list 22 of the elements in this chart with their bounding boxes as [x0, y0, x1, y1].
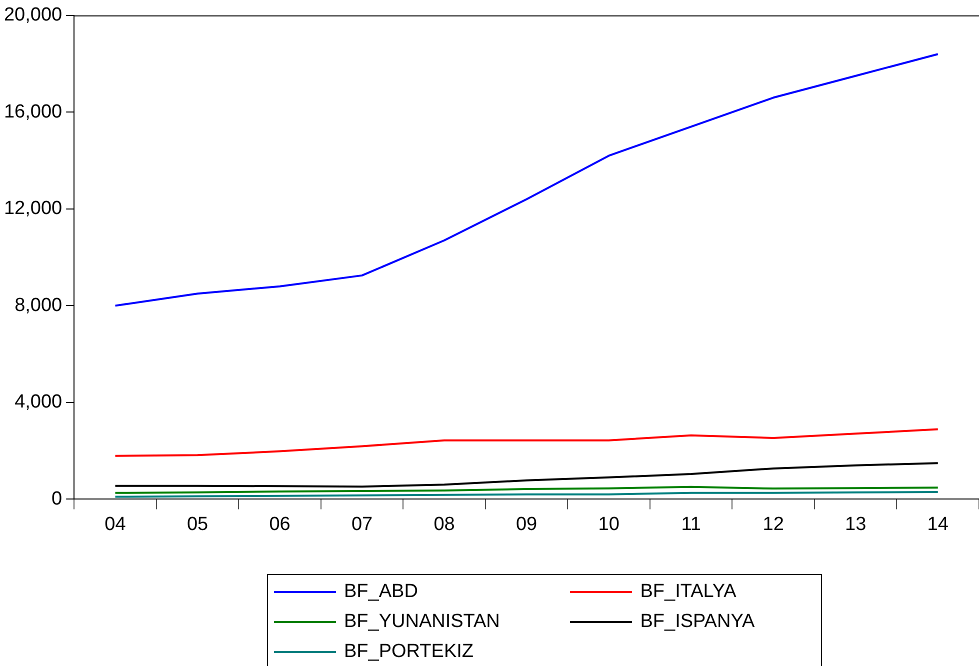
y-tick-label: 20,000 [4, 4, 62, 26]
x-tick-label: 12 [762, 514, 784, 535]
x-tick-label: 11 [681, 514, 701, 535]
y-tick-label: 8,000 [14, 294, 62, 316]
legend-label: BF_ABD [344, 581, 418, 603]
y-tick-label: 0 [52, 488, 62, 510]
x-tick-label: 05 [186, 514, 208, 535]
x-tick-label: 07 [351, 514, 373, 535]
legend-label: BF_ISPANYA [640, 611, 755, 633]
legend-label: BF_PORTEKIZ [344, 641, 474, 663]
x-tick-label: 14 [927, 514, 949, 535]
y-tick-label: 12,000 [4, 198, 62, 220]
x-tick-label: 04 [104, 514, 126, 535]
x-tick-label: 08 [434, 514, 455, 535]
x-tick-label: 13 [845, 514, 866, 535]
x-tick-label: 10 [598, 514, 620, 535]
y-tick-label: 16,000 [4, 101, 62, 122]
legend-label: BF_ITALYA [640, 581, 736, 603]
legend-label: BF_YUNANISTAN [344, 611, 500, 633]
x-tick-label: 06 [269, 514, 290, 535]
x-tick-label: 09 [516, 514, 538, 535]
y-tick-label: 4,000 [14, 392, 62, 413]
